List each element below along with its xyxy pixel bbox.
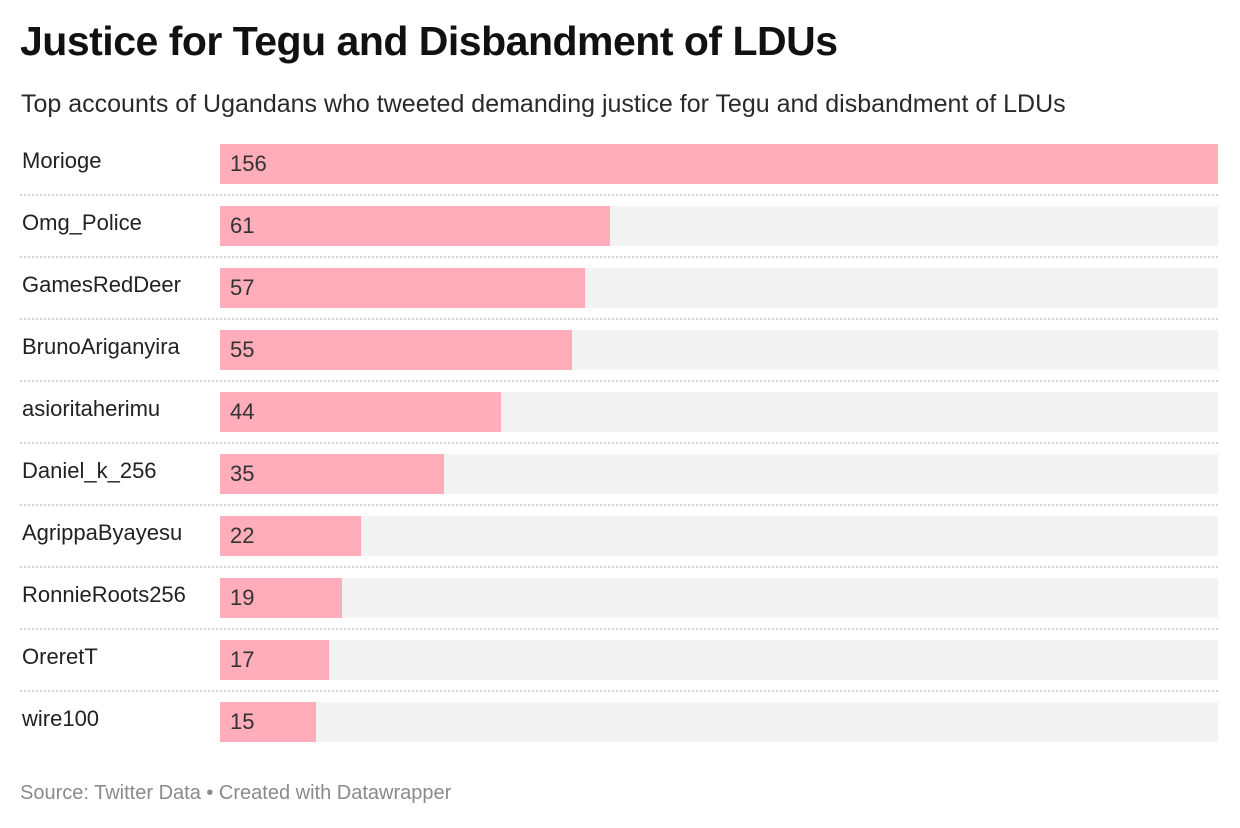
row-separator [20,690,1218,692]
bar-track: 156 [220,144,1218,184]
category-label: Morioge [22,148,102,173]
value-label: 61 [230,213,255,238]
row-separator [20,628,1218,630]
category-label: GamesRedDeer [22,272,181,297]
value-label: 22 [230,523,255,548]
bar-row: AgrippaByayesu 22 [0,512,1240,574]
bar-track: 19 [220,578,1218,618]
bar [220,702,316,742]
bar [220,330,572,370]
bar-row: wire100 15 [0,698,1240,760]
bar-track: 44 [220,392,1218,432]
chart-subtitle: Top accounts of Ugandans who tweeted dem… [21,90,1066,118]
bar-row: Morioge 156 [0,140,1240,202]
value-label: 156 [230,151,267,176]
row-separator [20,504,1218,506]
category-label: Omg_Police [22,210,142,235]
row-separator [20,256,1218,258]
row-separator [20,380,1218,382]
bar [220,144,1218,184]
bar-track: 15 [220,702,1218,742]
category-label: Daniel_k_256 [22,458,157,483]
value-label: 44 [230,399,255,424]
bar [220,516,361,556]
value-label: 35 [230,461,255,486]
bar [220,640,329,680]
bar-track: 57 [220,268,1218,308]
value-label: 15 [230,709,255,734]
row-separator [20,318,1218,320]
bar-row: Daniel_k_256 35 [0,450,1240,512]
source-note: Source: Twitter Data • Created with Data… [20,782,452,804]
row-separator [20,566,1218,568]
category-label: wire100 [22,706,100,731]
row-separator [20,194,1218,196]
bar [220,454,444,494]
category-label: AgrippaByayesu [22,520,183,545]
value-label: 55 [230,337,255,362]
category-label: asioritaherimu [22,396,161,421]
bar [220,578,342,618]
bar-row: OreretT 17 [0,636,1240,698]
chart-title: Justice for Tegu and Disbandment of LDUs [20,18,838,64]
bar-track: 55 [220,330,1218,370]
bar [220,392,501,432]
bar-chart: Morioge 156 Omg_Police 61 GamesRedDeer 57 Brun… [0,140,1240,760]
category-label: BrunoAriganyira [22,334,180,359]
value-label: 19 [230,585,255,610]
bar [220,206,610,246]
bar-row: GamesRedDeer 57 [0,264,1240,326]
bar-row: BrunoAriganyira 55 [0,326,1240,388]
value-label: 17 [230,647,255,672]
category-label: OreretT [22,644,98,669]
value-label: 57 [230,275,255,300]
bar-row: asioritaherimu 44 [0,388,1240,450]
bar [220,268,585,308]
bar-track: 35 [220,454,1218,494]
bar-track: 22 [220,516,1218,556]
row-separator [20,442,1218,444]
category-label: RonnieRoots256 [22,582,186,607]
bar-track: 61 [220,206,1218,246]
bar-row: Omg_Police 61 [0,202,1240,264]
bar-row: RonnieRoots256 19 [0,574,1240,636]
bar-track: 17 [220,640,1218,680]
